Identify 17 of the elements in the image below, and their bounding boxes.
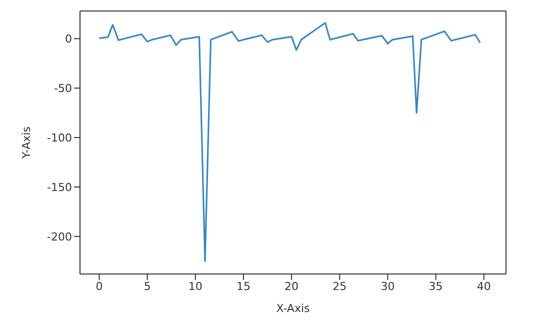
line-series	[98, 22, 481, 262]
x-axis-title: X-Axis	[276, 302, 310, 315]
x-tick-label: 25	[332, 280, 347, 293]
x-tick-label: 30	[380, 280, 395, 293]
y-tick-label: -100	[47, 131, 72, 144]
y-tick-label: 0	[65, 32, 72, 46]
y-tick-label: -50	[54, 82, 72, 96]
x-tick-label: 35	[428, 280, 443, 293]
x-tick-label: 10	[188, 280, 202, 293]
y-tick-label: -150	[47, 180, 72, 194]
x-tick-label: 40	[476, 280, 491, 293]
x-tick-label: 0	[96, 280, 103, 293]
y-tick-label: -200	[47, 230, 72, 244]
x-tick-label: 5	[144, 280, 151, 293]
x-tick-label: 15	[236, 280, 250, 293]
y-axis-title: Y-Axis	[20, 126, 33, 160]
x-tick-label: 20	[284, 280, 299, 293]
